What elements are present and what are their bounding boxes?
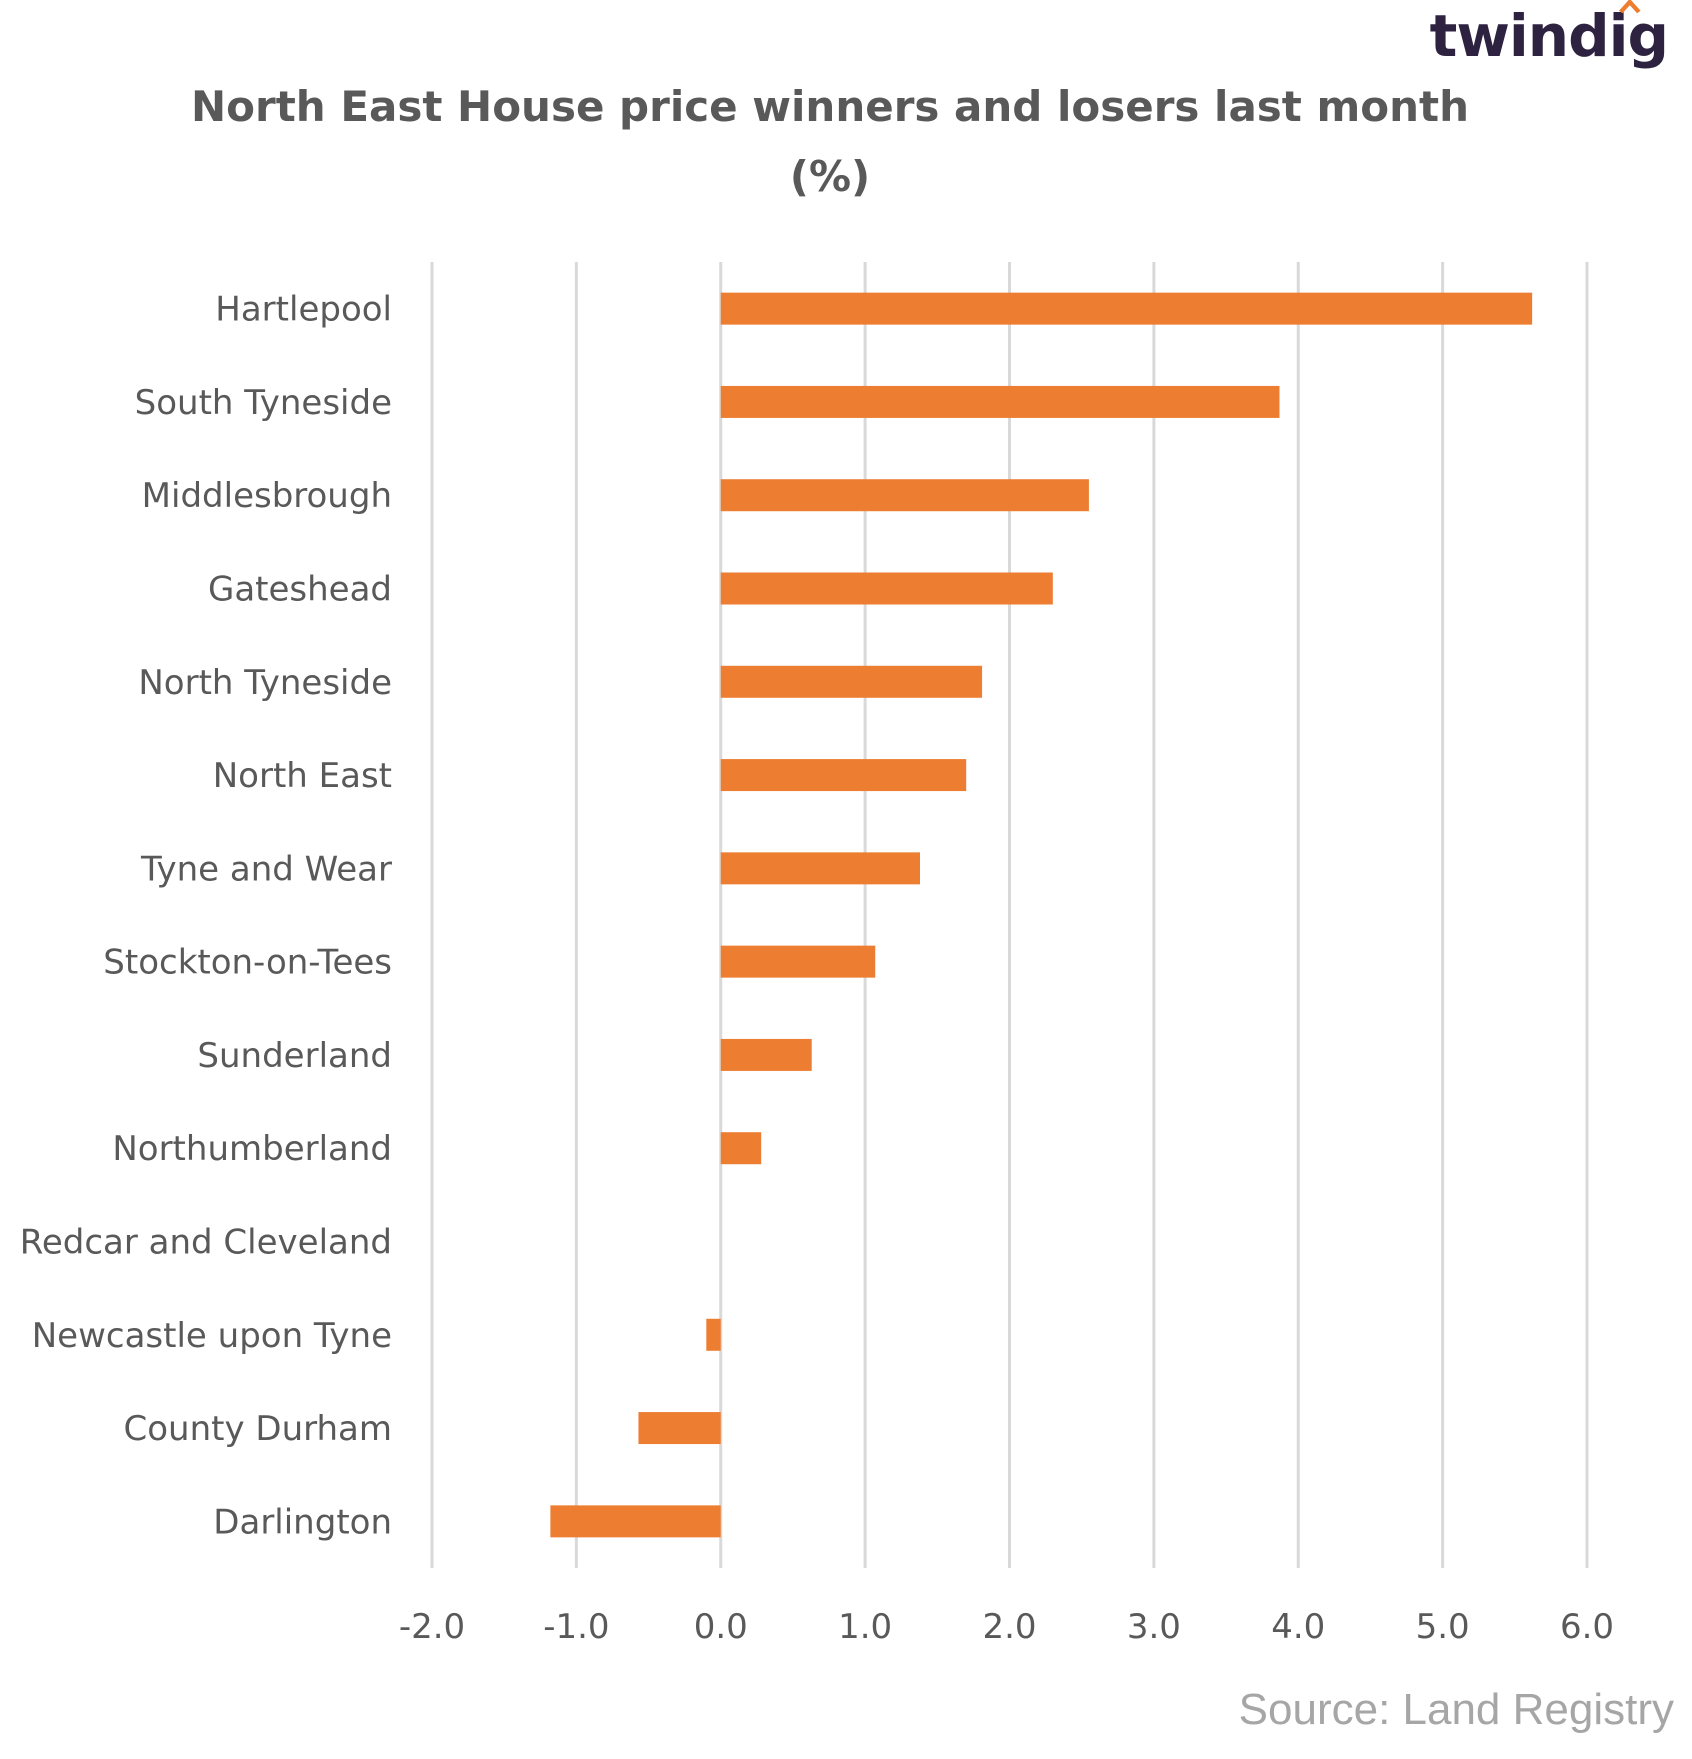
bar [720,572,1053,605]
bar [720,1038,812,1071]
x-tick-label: 0.0 [694,1607,748,1647]
x-tick-label: -1.0 [543,1607,609,1647]
logo-roof-icon [1618,0,1641,14]
x-axis-tick-labels: -2.0 -1.0 0.0 1.0 2.0 3.0 4.0 5.0 6.0 [399,1607,1614,1647]
bar [720,852,920,885]
category-label: Sunderland [197,1036,392,1076]
category-label: Stockton-on-Tees [103,943,392,983]
gridlines [430,262,1589,1568]
category-label: Gateshead [208,570,392,610]
category-label: North Tyneside [138,663,392,703]
category-label: Darlington [213,1502,392,1542]
bar [720,292,1533,325]
category-label: Newcastle upon Tyne [32,1316,392,1356]
x-tick-label: 1.0 [838,1607,892,1647]
bar [720,479,1089,512]
bar [720,385,1280,418]
category-labels: Hartlepool South Tyneside Middlesbrough Gat… [20,290,392,1543]
bar [638,1412,721,1445]
source-note: Source: Land Registry [1238,1685,1674,1734]
x-tick-label: 3.0 [1127,1607,1181,1647]
bar [720,759,967,792]
x-tick-label: 2.0 [982,1607,1036,1647]
x-tick-label: 4.0 [1271,1607,1325,1647]
category-label: Northumberland [112,1129,392,1169]
bar [720,665,983,698]
x-tick-label: 5.0 [1416,1607,1470,1647]
category-label: Hartlepool [215,290,392,330]
category-label: North East [213,756,392,796]
bar [706,1318,721,1351]
bar [720,1132,762,1165]
chart-title: North East House price winners and loser… [0,72,1660,212]
bars [550,292,1533,1538]
category-label: Middlesbrough [142,476,392,516]
logo-text: twindig [1429,2,1669,70]
category-label: South Tyneside [135,383,392,423]
category-label: Redcar and Cleveland [20,1223,392,1263]
bar [550,1505,721,1538]
x-tick-label: 6.0 [1560,1607,1614,1647]
category-label: County Durham [123,1409,392,1449]
x-tick-label: -2.0 [399,1607,465,1647]
brand-logo: twindig [1429,0,1669,70]
chart-title-line-1: North East House price winners and loser… [191,82,1469,131]
bar [720,945,876,978]
category-label: Tyne and Wear [140,849,392,889]
chart-title-line-2: (%) [789,152,871,201]
